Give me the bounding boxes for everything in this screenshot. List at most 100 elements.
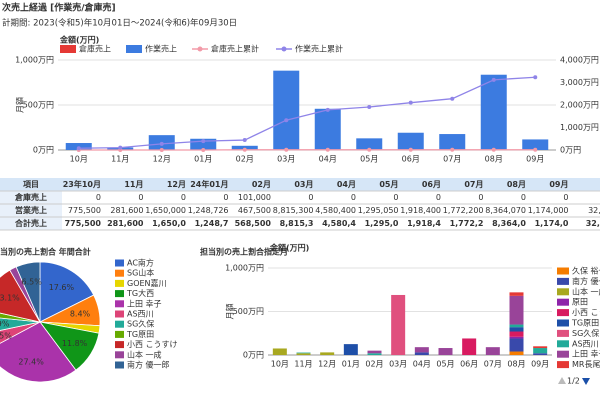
bar-segment xyxy=(320,352,335,355)
x-tick-label: 03月 xyxy=(277,155,295,164)
table-cell: 8,815,300 xyxy=(273,206,314,215)
y-tick-label: 1,000万円 xyxy=(225,264,264,273)
bar-segment xyxy=(367,353,382,355)
table-header: 項目 xyxy=(23,180,39,189)
pie-slice xyxy=(0,321,77,383)
x-tick-label: 09月 xyxy=(526,155,544,164)
pager-next[interactable] xyxy=(582,378,590,385)
point xyxy=(284,147,289,152)
axis-title: 月額 xyxy=(15,97,25,113)
x-tick-label: 11月 xyxy=(111,155,129,164)
table-cell: 0 xyxy=(351,193,356,202)
table-header: 23年10月 xyxy=(63,179,101,189)
legend-label: TG原田 xyxy=(126,330,154,339)
pie-slice xyxy=(39,261,95,323)
point xyxy=(491,147,496,152)
y-tick-label: 0万円 xyxy=(33,146,54,155)
chart-title: 当別の売上割合 年間合計 xyxy=(0,247,91,257)
legend-label: SG久保 xyxy=(572,328,599,338)
point xyxy=(242,147,247,152)
x-tick-label: 10月 xyxy=(271,360,289,369)
axis-label: 金額(万円) xyxy=(269,243,309,253)
legend-label: AS西川 xyxy=(572,339,599,348)
bar-segment xyxy=(367,350,382,354)
chart-title: 担当別の売上割合指定月 xyxy=(200,247,288,257)
slice-label: 6.5% xyxy=(22,278,43,287)
table-cell: 0 xyxy=(138,193,143,202)
x-tick-label: 12月 xyxy=(153,155,171,164)
bar xyxy=(522,139,549,150)
table-cell: 1,174,000 xyxy=(528,206,569,215)
table-cell: 8,364,070 xyxy=(485,206,526,215)
table-cell: 8,815,3 xyxy=(280,219,314,228)
table-cell: 1,918,4 xyxy=(407,219,441,228)
legend-label: 作業売上 xyxy=(145,44,177,54)
legend-swatch xyxy=(281,46,287,52)
x-tick-label: 06月 xyxy=(460,360,478,369)
table-header: 24年01月 xyxy=(190,179,228,189)
bar-segment xyxy=(272,348,287,355)
legend-label: 上田 幸子 xyxy=(127,299,162,308)
table-row-bg xyxy=(0,217,62,230)
x-tick-label: 05月 xyxy=(360,155,378,164)
legend-swatch xyxy=(115,330,124,338)
slice-label: 4.5% xyxy=(0,331,12,340)
y2-tick-label: 1,000万円 xyxy=(560,123,599,132)
table-cell: 1,248,726 xyxy=(188,206,229,215)
x-tick-label: 09月 xyxy=(531,360,549,369)
point xyxy=(201,139,206,144)
table-cell: 0 xyxy=(181,193,186,202)
x-tick-label: 10月 xyxy=(70,155,88,164)
legend-label: TG大西 xyxy=(126,288,154,298)
line xyxy=(78,76,536,149)
bar-segment xyxy=(509,324,524,328)
legend-swatch xyxy=(557,288,569,296)
x-tick-label: 08月 xyxy=(485,155,503,164)
slice-label: 17.6% xyxy=(49,283,75,292)
slice-label: 8.4% xyxy=(70,309,91,318)
x-tick-label: 02月 xyxy=(365,360,383,369)
bar xyxy=(314,108,341,150)
table-row-bg xyxy=(0,204,62,217)
table-cell: 775,500 xyxy=(65,219,102,228)
table-cell: 4,580,400 xyxy=(315,206,356,215)
legend-swatch xyxy=(115,320,124,328)
legend-label: 山本 一成 xyxy=(572,286,600,296)
bar-segment xyxy=(414,347,429,353)
legend-swatch xyxy=(557,298,569,306)
table-header: 04月 xyxy=(337,180,356,189)
table-cell: 0 xyxy=(521,193,526,202)
table-cell: 568,500 xyxy=(235,219,272,228)
point xyxy=(367,104,372,109)
slice-label: 13.1% xyxy=(0,293,20,302)
legend-label: TG原田 xyxy=(571,319,599,328)
bar xyxy=(480,74,507,150)
point xyxy=(201,148,206,152)
legend-swatch xyxy=(115,279,124,287)
y-tick-label: 1,000万円 xyxy=(15,56,54,65)
table-header: 06月 xyxy=(422,180,441,189)
y2-tick-label: 4,000万円 xyxy=(560,56,599,65)
x-tick-label: 04月 xyxy=(413,360,431,369)
point xyxy=(76,146,81,151)
legend-label: SG久保 xyxy=(127,319,154,329)
x-tick-label: 07月 xyxy=(443,155,461,164)
legend-label: 小西 こう xyxy=(572,308,600,317)
point xyxy=(367,147,372,152)
x-tick-label: 11月 xyxy=(294,360,312,369)
y-tick-label: 500万円 xyxy=(23,101,54,110)
x-tick-label: 01月 xyxy=(194,155,212,164)
point xyxy=(450,147,455,152)
bar-segment xyxy=(296,352,311,354)
legend-label: 倉庫売上累計 xyxy=(211,44,259,54)
x-tick-label: 07月 xyxy=(484,360,502,369)
table-header: 11月 xyxy=(124,180,143,189)
legend-swatch xyxy=(60,45,76,53)
legend-label: 山本 一成 xyxy=(127,349,162,359)
bar-segment xyxy=(509,295,524,325)
point xyxy=(118,145,123,150)
table-cell: 4,580,4 xyxy=(322,219,356,228)
legend-swatch xyxy=(557,267,569,275)
